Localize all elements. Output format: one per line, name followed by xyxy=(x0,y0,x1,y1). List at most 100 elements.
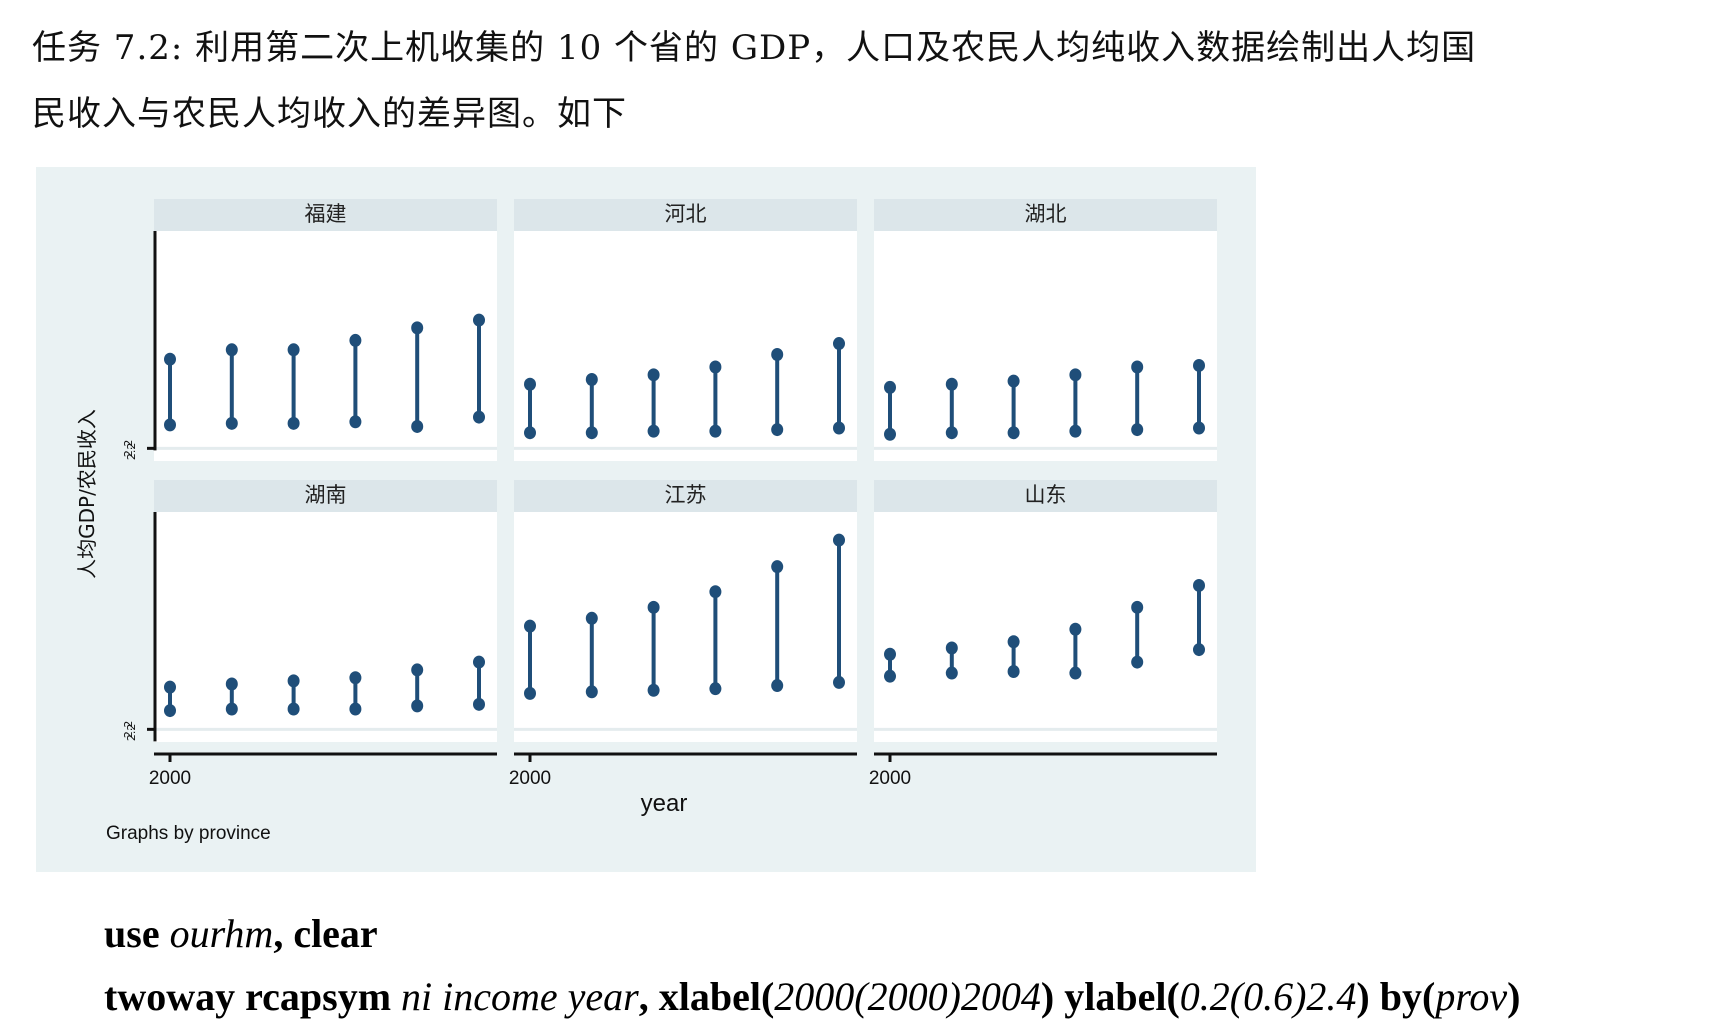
y-tick-label: 2.2 xyxy=(122,440,135,458)
ni-point xyxy=(647,424,660,438)
panel-title: 山东 xyxy=(1025,483,1067,507)
ni-point xyxy=(411,419,424,433)
income-point xyxy=(1193,358,1205,372)
income-point xyxy=(225,677,238,691)
panel-plot-area xyxy=(514,231,857,461)
code-keyword: twoway rcapsym xyxy=(104,974,402,1019)
income-point xyxy=(833,533,845,547)
income-point xyxy=(585,373,598,387)
panel-strip xyxy=(154,199,497,231)
income-point xyxy=(287,343,300,357)
panel-title: 湖南 xyxy=(305,483,347,507)
y-tick-label: 2.2 xyxy=(122,721,135,739)
panel-plot-area xyxy=(874,512,1217,742)
income-point xyxy=(1131,360,1144,374)
income-point xyxy=(884,380,896,394)
income-point xyxy=(1069,368,1082,382)
income-point xyxy=(473,655,485,669)
panel-strip xyxy=(874,199,1217,231)
ni-point xyxy=(1131,423,1144,437)
ni-point xyxy=(585,685,598,699)
panel-strip xyxy=(154,480,497,512)
ni-point xyxy=(709,682,722,696)
ni-point xyxy=(1193,643,1205,657)
panel-plot-area xyxy=(154,512,497,742)
panel-title: 江苏 xyxy=(665,483,707,507)
ni-point xyxy=(473,697,485,711)
range-cap-chart: 福建2.22.2河北 湖北湖南2.22.22000江苏2000山东2000人均GD… xyxy=(36,167,1256,872)
ni-point xyxy=(524,686,536,700)
income-point xyxy=(1007,374,1020,388)
code-keyword: ) ylabel( xyxy=(1040,974,1180,1019)
panel-6: 山东 2000 xyxy=(869,480,1217,789)
ni-point xyxy=(1131,655,1144,669)
income-point xyxy=(647,368,660,382)
panel-1: 福建2.22.2 xyxy=(122,199,497,461)
task-description-line-1: 任务 7.2: 利用第二次上机收集的 10 个省的 GDP，人口及农民人均纯收入… xyxy=(32,28,1477,68)
ni-point xyxy=(1069,424,1082,438)
panel-plot-area xyxy=(874,231,1217,461)
ni-point xyxy=(287,702,300,716)
income-point xyxy=(945,641,958,655)
x-tick-label: 2000 xyxy=(149,768,191,789)
panel-plot-area xyxy=(154,231,497,461)
income-point xyxy=(1131,600,1144,614)
panel-plot-area xyxy=(514,512,857,742)
panel-title: 福建 xyxy=(305,202,347,226)
code-argument: 0.2(0.6)2.4 xyxy=(1179,974,1357,1019)
income-point xyxy=(771,347,784,361)
income-point xyxy=(709,360,722,374)
y-tick-label: 2.2 xyxy=(125,724,138,742)
income-point xyxy=(349,333,362,347)
ni-point xyxy=(771,423,784,437)
income-point xyxy=(164,680,176,694)
income-point xyxy=(411,321,424,335)
ni-point xyxy=(945,426,958,440)
income-point xyxy=(225,343,238,357)
income-point xyxy=(833,337,845,351)
panel-strip xyxy=(514,480,857,512)
ni-point xyxy=(349,702,362,716)
x-axis-title: year xyxy=(641,790,688,817)
code-keyword: , clear xyxy=(273,911,378,956)
income-point xyxy=(473,313,485,327)
ni-point xyxy=(647,683,660,697)
ni-point xyxy=(1069,666,1082,680)
ni-point xyxy=(164,418,176,432)
code-argument: ourhm xyxy=(169,911,274,956)
y-tick-label: 2.2 xyxy=(125,443,138,461)
code-argument: prov xyxy=(1435,974,1508,1019)
income-point xyxy=(287,674,300,688)
income-point xyxy=(524,377,536,391)
income-point xyxy=(349,671,362,685)
ni-point xyxy=(945,666,958,680)
x-tick-label: 2000 xyxy=(869,768,911,789)
ni-point xyxy=(884,669,896,683)
panel-title: 湖北 xyxy=(1025,202,1067,226)
income-point xyxy=(945,377,958,391)
code-line-1: use ourhm, clear xyxy=(104,910,378,957)
x-tick-label: 2000 xyxy=(509,768,551,789)
income-point xyxy=(1069,622,1082,636)
panel-title: 河北 xyxy=(665,202,707,226)
income-point xyxy=(647,600,660,614)
income-point xyxy=(164,352,176,366)
code-keyword: ) xyxy=(1507,974,1521,1019)
task-description-line-2: 民收入与农民人均收入的差异图。如下 xyxy=(32,94,627,134)
y-axis-title: 人均GDP/农民收入 xyxy=(75,409,99,579)
income-point xyxy=(524,619,536,633)
ni-point xyxy=(1007,426,1020,440)
code-line-2: twoway rcapsym ni income year, xlabel(20… xyxy=(104,973,1520,1020)
ni-point xyxy=(287,416,300,430)
code-argument: 2000(2000)2004 xyxy=(774,974,1041,1019)
ni-point xyxy=(884,427,896,441)
income-point xyxy=(884,647,896,661)
income-point xyxy=(1193,578,1205,592)
ni-point xyxy=(524,426,536,440)
income-point xyxy=(1007,635,1020,649)
income-point xyxy=(771,560,784,574)
ni-point xyxy=(473,410,485,424)
ni-point xyxy=(164,704,176,718)
ni-point xyxy=(709,424,722,438)
